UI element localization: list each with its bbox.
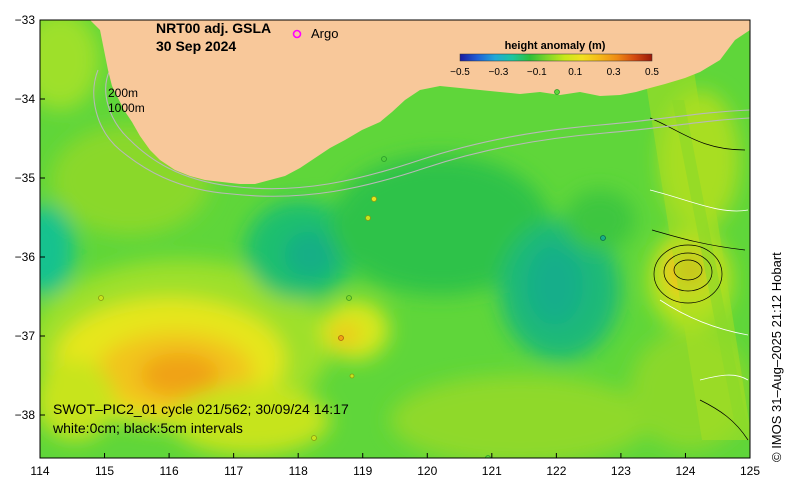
colorbar-tick-label: −0.3: [489, 67, 509, 78]
argo-legend-icon: [292, 29, 302, 39]
x-tick-label: 120: [417, 464, 437, 478]
x-tick-label: 115: [95, 464, 114, 478]
colorbar-tick-label: −0.5: [450, 67, 470, 78]
colorbar: height anomaly (m) −0.5 −0.3 −0.1 0.1 0.3 0.5: [450, 40, 659, 78]
bathymetry-contours: [93, 69, 750, 197]
x-tick-label: 114: [30, 464, 49, 478]
y-tick-label: −36: [15, 250, 36, 264]
depth-label-200m: 200m: [108, 86, 138, 100]
y-tick-label: −38: [15, 408, 36, 422]
title-line-1: NRT00 adj. GSLA: [156, 20, 271, 36]
observation-points: [98, 89, 606, 458]
x-tick-label: 122: [546, 464, 566, 478]
x-tick-label: 116: [160, 464, 179, 478]
plot-frame: [39, 19, 751, 459]
depth-label-1000m: 1000m: [108, 101, 145, 115]
swot-info-line: SWOT–PIC2_01 cycle 021/562; 30/09/24 14:…: [53, 401, 349, 417]
title-line-2: 30 Sep 2024: [156, 38, 236, 54]
colorbar-tick-label: 0.1: [568, 67, 582, 78]
colorbar-tick-label: 0.5: [645, 67, 659, 78]
y-tick-label: −37: [15, 329, 36, 343]
colorbar-tick-label: 0.3: [607, 67, 621, 78]
colorbar-ticks: −0.5 −0.3 −0.1 0.1 0.3 0.5: [450, 67, 659, 78]
x-tick-label: 123: [611, 464, 631, 478]
x-tick-label: 121: [482, 464, 502, 478]
x-tick-label: 117: [224, 464, 243, 478]
colorbar-bar: [459, 53, 653, 62]
colorbar-title: height anomaly (m): [505, 40, 606, 52]
white-contours: [649, 189, 749, 381]
copyright-text: © IMOS 31–Aug–2025 21:12 Hobart: [769, 252, 784, 462]
plot-area: [40, 20, 750, 458]
y-axis: −33 −34 −35 −36 −37 −38: [15, 13, 45, 422]
black-contours: [649, 117, 749, 441]
y-tick-label: −35: [15, 171, 36, 185]
x-tick-label: 124: [675, 464, 695, 478]
x-tick-label: 118: [289, 464, 308, 478]
y-tick-label: −34: [15, 92, 36, 106]
argo-legend-label: Argo: [311, 26, 338, 41]
y-tick-label: −33: [15, 13, 36, 27]
x-tick-label: 125: [740, 464, 760, 478]
colorbar-tick-label: −0.1: [527, 67, 547, 78]
anomaly-field: [40, 20, 750, 458]
x-tick-label: 119: [353, 464, 372, 478]
contour-info-line: white:0cm; black:5cm intervals: [52, 420, 243, 436]
x-axis: 114 115 116 117 118 119 120 121 122 123 124 125: [30, 453, 760, 478]
